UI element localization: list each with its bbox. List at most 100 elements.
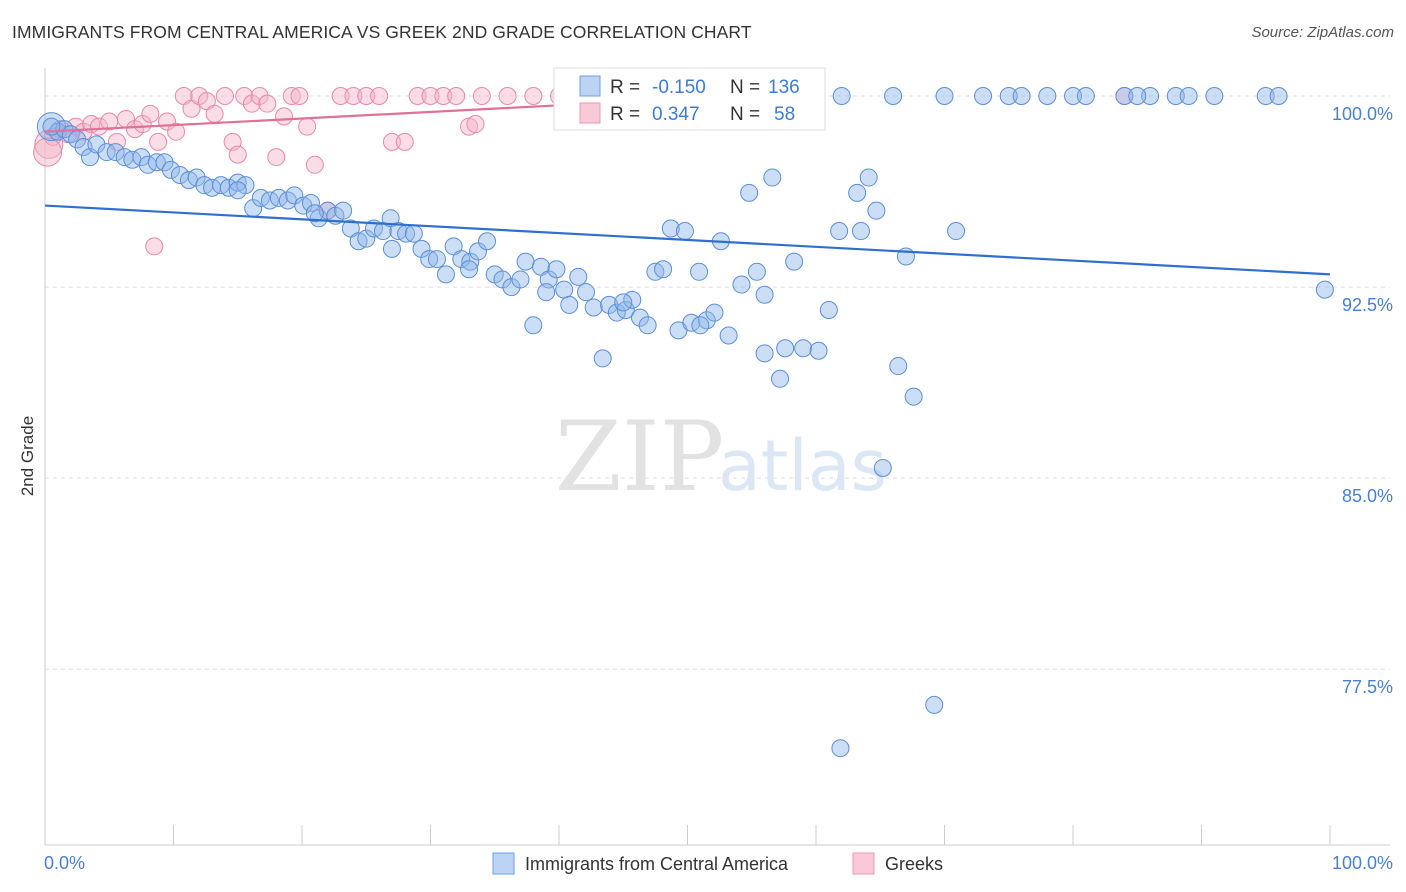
x-tick-label-1: 100.0%: [1332, 853, 1393, 873]
point-central-america-48: [420, 250, 439, 269]
y-tick-label-2: 85.0%: [1342, 486, 1393, 506]
watermark-zip: ZIP: [555, 401, 724, 513]
point-central-america-40: [357, 229, 376, 248]
point-central-america-96: [794, 339, 813, 358]
y-axis-label: 2nd Grade: [18, 416, 37, 496]
point-greeks-57: [33, 137, 63, 167]
point-central-america-113: [1141, 87, 1160, 106]
point-greeks-41: [395, 132, 414, 151]
point-central-america-139: [755, 344, 774, 363]
point-central-america-92: [763, 168, 782, 187]
point-greeks-28: [258, 94, 277, 113]
point-greeks-36: [331, 87, 350, 106]
point-greeks-21: [205, 104, 224, 123]
point-central-america-87: [719, 326, 738, 345]
point-central-america-122: [832, 87, 851, 106]
point-central-america-130: [1179, 87, 1198, 106]
point-central-america-118: [831, 739, 850, 758]
point-central-america-55: [478, 232, 497, 251]
point-greeks-27: [250, 87, 269, 106]
stats-n-value-1: 136: [768, 77, 800, 98]
point-greeks-31: [282, 87, 301, 106]
point-central-america-57: [493, 270, 512, 289]
point-central-america-108: [925, 695, 944, 714]
point-greeks-40: [382, 132, 401, 151]
point-central-america-133: [305, 204, 324, 223]
legend-swatch-central-america: [492, 852, 515, 875]
point-central-america-129: [1128, 87, 1147, 106]
x-tick-labels: 0.0% 100.0%: [44, 853, 1393, 873]
point-central-america-7: [87, 135, 106, 154]
point-central-america-124: [935, 87, 954, 106]
point-central-america-16: [161, 160, 180, 179]
point-central-america-81: [675, 222, 694, 241]
point-greeks-44: [434, 87, 453, 106]
point-greeks-33: [298, 117, 317, 136]
point-central-america-58: [502, 278, 521, 297]
point-greeks-37: [344, 87, 363, 106]
point-central-america-114: [1166, 87, 1185, 106]
watermark-atlas: atlas: [718, 425, 887, 507]
point-central-america-111: [1064, 87, 1082, 106]
point-central-america-97: [809, 341, 828, 360]
point-central-america-98: [819, 301, 838, 320]
y-tick-labels: 100.0% 92.5% 85.0% 77.5%: [1332, 104, 1393, 697]
point-central-america-115: [1205, 87, 1224, 106]
point-central-america-109: [947, 222, 966, 241]
point-central-america-104: [873, 458, 892, 477]
axes: [44, 68, 1390, 846]
chart-title: IMMIGRANTS FROM CENTRAL AMERICA VS GREEK…: [12, 22, 752, 42]
y-tick-label-0: 100.0%: [1332, 104, 1393, 124]
stats-r-label-1: R =: [610, 77, 640, 98]
stats-n-value-2: 58: [774, 104, 795, 125]
stats-swatch-blue: [579, 75, 601, 97]
point-greeks-47: [466, 115, 485, 134]
point-central-america-79: [661, 219, 680, 238]
point-central-america-107: [904, 387, 923, 406]
point-greeks-16: [167, 122, 186, 141]
point-central-america-128: [1076, 87, 1095, 106]
point-central-america-67: [569, 267, 588, 286]
point-central-america-132: [228, 181, 247, 200]
point-greeks-38: [357, 87, 376, 106]
point-central-america-110: [999, 87, 1018, 106]
stats-r-value-2: 0.347: [652, 104, 700, 125]
point-central-america-14: [147, 153, 166, 172]
point-central-america-116: [1256, 87, 1275, 106]
point-central-america-66: [560, 295, 579, 314]
point-central-america-126: [1012, 87, 1031, 106]
point-greeks-34: [305, 155, 324, 174]
point-greeks-42: [408, 87, 427, 106]
point-central-america-90: [747, 262, 766, 281]
point-central-america-102: [859, 168, 878, 187]
point-central-america-93: [771, 369, 790, 388]
point-central-america-65: [555, 280, 574, 299]
point-central-america-9: [106, 143, 125, 162]
stats-r-value-1: -0.150: [652, 77, 706, 98]
stats-r-label-2: R =: [610, 104, 640, 125]
point-greeks-24: [228, 145, 247, 164]
point-central-america-83: [690, 262, 709, 281]
point-central-america-49: [427, 250, 446, 269]
point-central-america-99: [830, 222, 849, 241]
point-central-america-94: [776, 339, 795, 358]
point-central-america-100: [848, 183, 867, 202]
point-central-america-85: [705, 303, 724, 322]
stats-n-label-1: N =: [730, 77, 760, 98]
point-central-america-53: [461, 252, 480, 271]
point-central-america-76: [638, 316, 657, 335]
point-central-america-71: [600, 295, 619, 314]
point-central-america-123: [884, 87, 903, 106]
point-central-america-134: [382, 239, 401, 258]
point-greeks-13: [141, 104, 160, 123]
point-greeks-50: [524, 87, 543, 106]
point-central-america-89: [740, 183, 759, 202]
point-central-america-103: [867, 201, 886, 220]
point-greeks-56: [145, 237, 164, 256]
point-greeks-7: [89, 117, 108, 136]
point-central-america-54: [469, 242, 488, 261]
point-central-america-117: [1315, 280, 1334, 299]
point-greeks-12: [133, 115, 152, 134]
point-central-america-37: [334, 201, 353, 220]
